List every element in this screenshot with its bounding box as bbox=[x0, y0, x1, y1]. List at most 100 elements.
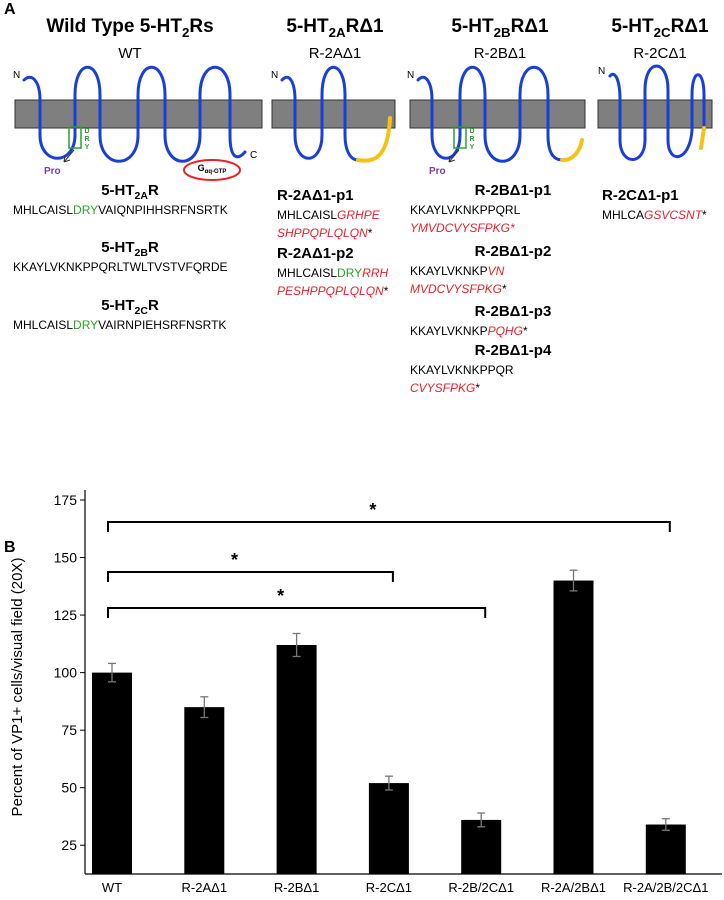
pro-arrow bbox=[448, 149, 460, 163]
isoform-name: 5-HT2BR bbox=[101, 239, 159, 259]
isoform-name-part: R-2BΔ1-p2 bbox=[475, 243, 552, 260]
sequence-segment: DRY bbox=[73, 318, 98, 332]
g-protein-part: G bbox=[198, 163, 205, 173]
sequence-segment: GRHPE bbox=[337, 208, 381, 222]
g-protein-part: αq-GTP bbox=[205, 169, 227, 175]
pro-label: Pro bbox=[429, 166, 446, 177]
sequence-segment: RRH bbox=[362, 266, 388, 280]
sequence-segment: SHPPQPLQLQN bbox=[277, 226, 368, 240]
sequence-segment: MHLCAISL bbox=[13, 318, 73, 332]
isoform-name-part: R-2CΔ1-p1 bbox=[602, 187, 679, 204]
column-title: 5-HT2CRΔ1 bbox=[611, 16, 709, 40]
dry-letter: R bbox=[469, 136, 474, 143]
isoform-name-part: R-2BΔ1-p4 bbox=[475, 342, 552, 359]
isoform-name-part: 2C bbox=[135, 305, 149, 317]
isoform-name: R-2BΔ1-p3 bbox=[475, 303, 552, 320]
y-tick-label: 100 bbox=[54, 665, 78, 681]
dry-box bbox=[453, 126, 467, 149]
pro-arrow bbox=[63, 149, 75, 163]
isoform-name: 5-HT2AR bbox=[101, 182, 159, 202]
column-title-part: Rs bbox=[189, 16, 213, 37]
sequence-segment: * bbox=[702, 208, 707, 222]
sequence-segment: MHLCAISL bbox=[13, 203, 73, 217]
sequence-segment: * bbox=[384, 284, 389, 298]
column-title-part: 2 bbox=[182, 25, 189, 40]
sequence-segment: YMVDCVYSFPKG* bbox=[410, 221, 515, 235]
column-title-part: RΔ1 bbox=[671, 16, 709, 37]
sequence-segment: DRY bbox=[337, 266, 362, 280]
significance-star: * bbox=[369, 500, 376, 520]
isoform-name: R-2AΔ1-p1 bbox=[277, 187, 354, 204]
x-tick-label: R-2CΔ1 bbox=[366, 880, 412, 895]
sequence-line: MHLCAGSVCSNT* bbox=[602, 208, 707, 222]
isoform-name-part: 5-HT bbox=[101, 297, 134, 314]
receptor-chain bbox=[22, 65, 247, 163]
receptor-chain bbox=[280, 65, 360, 162]
truncated-tail bbox=[699, 126, 706, 150]
sequence-segment: PQHG bbox=[488, 324, 523, 338]
sequence-segment: MVDCVYSFPKG bbox=[410, 282, 502, 296]
column-title: 5-HT2ARΔ1 bbox=[286, 16, 384, 40]
isoform-name: 5-HT2CR bbox=[101, 297, 159, 317]
x-tick-label: WT bbox=[102, 880, 122, 895]
isoform-name: R-2CΔ1-p1 bbox=[602, 187, 679, 204]
y-tick-label: 125 bbox=[54, 607, 78, 623]
sequence-line: YMVDCVYSFPKG* bbox=[410, 221, 515, 235]
sequence-segment: VAIQNPIHHSRFNSRTK bbox=[98, 203, 228, 217]
isoform-name-part: R-2AΔ1-p1 bbox=[277, 187, 354, 204]
dry-letter: D bbox=[84, 128, 89, 135]
n-terminus: N bbox=[271, 70, 278, 81]
panel-label: A bbox=[4, 1, 16, 18]
sequence-line: MHLCAISLDRYRRH bbox=[277, 266, 388, 280]
column-title-part: 2C bbox=[654, 25, 671, 40]
receptor-chain bbox=[608, 64, 706, 161]
c-terminus: C bbox=[250, 150, 257, 161]
isoform-name-part: R-2AΔ1-p2 bbox=[277, 245, 354, 262]
isoform-name-part: R bbox=[148, 182, 159, 199]
sequence-line: SHPPQPLQLQN* bbox=[277, 226, 373, 240]
significance-bracket bbox=[107, 607, 487, 618]
sequence-segment: GSVCSNT bbox=[644, 208, 704, 222]
g-protein-label: Gαq-GTP bbox=[198, 163, 227, 175]
dry-letter: D bbox=[469, 128, 474, 135]
pro-label: Pro bbox=[44, 166, 61, 177]
dry-letter: Y bbox=[85, 144, 90, 151]
isoform-name: R-2AΔ1-p2 bbox=[277, 245, 354, 262]
sequence-segment: PESHPPQPLQLQN bbox=[277, 284, 384, 298]
y-axis-label: Percent of VP1+ cells/visual field (20X) bbox=[9, 558, 26, 817]
sequence-line: MHLCAISLGRHPE bbox=[277, 208, 381, 222]
sequence-segment: MHLCA bbox=[602, 208, 644, 222]
sequence-line: MHLCAISLDRYVAIRNPIEHSRFNSRTK bbox=[13, 318, 226, 332]
error-bar bbox=[108, 662, 116, 683]
sequence-segment: DRY bbox=[73, 203, 98, 217]
column-title-part: RΔ1 bbox=[511, 16, 549, 37]
sequence-segment: * bbox=[368, 226, 373, 240]
sequence-segment: MHLCAISL bbox=[277, 208, 337, 222]
error-bar bbox=[569, 569, 578, 592]
isoform-name-part: R-2BΔ1-p3 bbox=[475, 303, 552, 320]
significance-bracket bbox=[107, 521, 671, 532]
column-title: Wild Type 5-HT2Rs bbox=[46, 16, 213, 40]
error-bar bbox=[292, 632, 301, 658]
n-terminus: N bbox=[598, 66, 605, 77]
sequence-segment: KKAYLVKNKP bbox=[410, 324, 488, 338]
isoform-name-part: 2B bbox=[135, 247, 149, 259]
y-tick-label: 75 bbox=[61, 722, 77, 738]
y-tick-label: 175 bbox=[54, 492, 78, 508]
sequence-segment: MHLCAISL bbox=[277, 266, 337, 280]
column-subtitle: WT bbox=[118, 45, 141, 62]
column-title: 5-HT2BRΔ1 bbox=[451, 16, 549, 40]
sequence-line: KKAYLVKNKPPQHG* bbox=[410, 324, 528, 338]
error-bar bbox=[384, 775, 393, 791]
x-tick-label: R-2BΔ1 bbox=[274, 880, 320, 895]
isoform-name-part: R bbox=[148, 239, 159, 256]
panel-label: B bbox=[4, 539, 16, 556]
sequence-segment: KKAYLVKNKPPQRL bbox=[410, 203, 521, 217]
isoform-name-part: 5-HT bbox=[101, 239, 134, 256]
sequence-line: KKAYLVKNKPVN bbox=[410, 264, 505, 278]
significance-star: * bbox=[277, 586, 284, 606]
x-tick-label: R-2B/2CΔ1 bbox=[448, 880, 514, 895]
error-bar bbox=[200, 696, 209, 719]
column-title-part: 5-HT bbox=[611, 16, 654, 37]
